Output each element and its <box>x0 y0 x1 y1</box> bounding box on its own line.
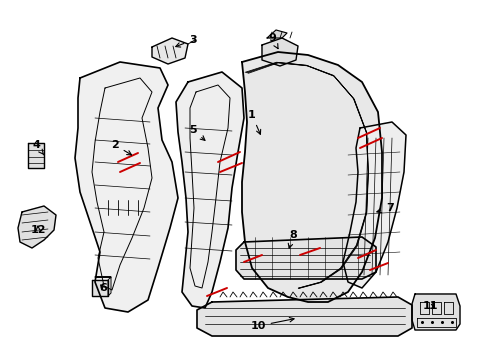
Polygon shape <box>197 297 411 336</box>
Polygon shape <box>152 38 187 64</box>
Polygon shape <box>411 294 459 330</box>
Text: 4: 4 <box>32 140 44 155</box>
Text: 5: 5 <box>189 125 204 140</box>
Text: 7: 7 <box>376 203 393 213</box>
Polygon shape <box>92 280 108 296</box>
Text: 11: 11 <box>421 301 437 311</box>
Text: 3: 3 <box>175 35 196 47</box>
Polygon shape <box>342 122 405 288</box>
Polygon shape <box>176 72 244 308</box>
Polygon shape <box>262 38 297 66</box>
Text: 10: 10 <box>250 318 293 331</box>
Text: 2: 2 <box>111 140 131 155</box>
Polygon shape <box>266 30 286 38</box>
Text: 6: 6 <box>99 283 107 293</box>
Text: 1: 1 <box>247 110 260 134</box>
Polygon shape <box>75 62 178 312</box>
Polygon shape <box>236 237 375 279</box>
Polygon shape <box>28 143 44 168</box>
Polygon shape <box>242 52 381 302</box>
Text: 8: 8 <box>287 230 296 248</box>
Polygon shape <box>18 206 56 248</box>
Text: 9: 9 <box>267 33 278 49</box>
Text: 12: 12 <box>30 225 46 235</box>
